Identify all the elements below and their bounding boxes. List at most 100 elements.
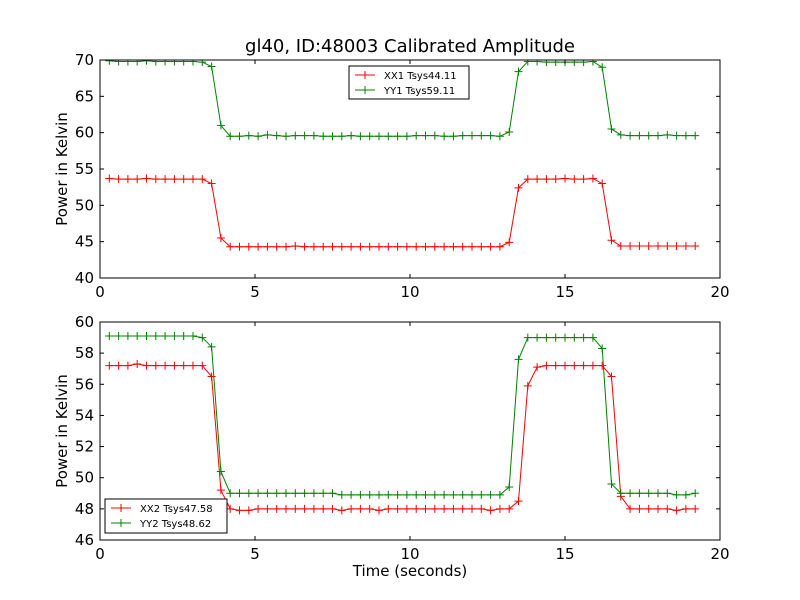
data-point-marker xyxy=(681,504,690,513)
y-tick-label: 65 xyxy=(75,87,94,105)
data-point-marker xyxy=(514,355,523,364)
data-point-marker xyxy=(523,333,532,342)
data-point-marker xyxy=(505,238,514,247)
data-point-marker xyxy=(207,179,216,188)
y-tick-label: 60 xyxy=(75,124,94,142)
data-point-marker xyxy=(179,332,188,341)
data-point-marker xyxy=(579,175,588,184)
data-point-marker xyxy=(440,132,449,141)
data-point-marker xyxy=(272,489,281,498)
data-point-marker xyxy=(402,504,411,513)
data-point-marker xyxy=(319,504,328,513)
x-tick-label: 0 xyxy=(95,283,105,301)
data-point-marker xyxy=(607,236,616,245)
legend-entry-label: XX2 Tsys47.58 xyxy=(140,504,213,515)
data-point-marker xyxy=(282,132,290,141)
data-point-marker xyxy=(226,132,235,141)
data-point-marker xyxy=(477,504,486,513)
legend-entry-label: YY2 Tsys48.62 xyxy=(139,519,211,530)
data-point-marker xyxy=(672,506,681,515)
legend-entry-label: XX1 Tsys44.11 xyxy=(384,71,457,82)
data-point-marker xyxy=(105,174,114,183)
data-point-marker xyxy=(598,344,607,353)
data-point-marker xyxy=(254,504,263,513)
data-point-marker xyxy=(635,489,644,498)
data-point-marker xyxy=(588,361,597,370)
data-point-marker xyxy=(347,131,356,140)
data-point-marker xyxy=(672,242,681,251)
data-point-marker xyxy=(663,489,672,498)
data-point-marker xyxy=(458,131,467,140)
data-point-marker xyxy=(309,242,318,251)
data-point-marker xyxy=(170,175,179,184)
data-point-marker xyxy=(691,489,700,498)
data-point-marker xyxy=(663,242,672,251)
data-point-marker xyxy=(430,490,439,499)
data-point-marker xyxy=(347,242,356,251)
data-point-marker xyxy=(226,489,235,498)
data-point-marker xyxy=(123,175,132,184)
data-point-marker xyxy=(263,504,272,513)
legend-entry-label: YY1 Tsys59.11 xyxy=(383,86,455,97)
x-tick-label: 20 xyxy=(710,545,729,563)
data-point-marker xyxy=(412,242,421,251)
data-point-marker xyxy=(328,504,337,513)
data-point-marker xyxy=(588,333,597,342)
data-point-marker xyxy=(282,242,290,251)
data-point-marker xyxy=(542,333,551,342)
data-point-marker xyxy=(216,234,225,243)
y-tick-label: 70 xyxy=(75,51,94,69)
data-point-marker xyxy=(644,242,653,251)
data-point-marker xyxy=(170,332,179,341)
data-point-marker xyxy=(440,490,449,499)
data-point-marker xyxy=(681,131,690,140)
y-tick-label: 48 xyxy=(75,500,94,518)
series-line xyxy=(109,363,696,511)
data-point-marker xyxy=(607,125,616,134)
data-point-marker xyxy=(505,504,514,513)
data-point-marker xyxy=(551,333,560,342)
data-point-marker xyxy=(356,242,365,251)
data-point-marker xyxy=(365,490,374,499)
y-tick-label: 50 xyxy=(75,469,94,487)
data-point-marker xyxy=(151,361,160,370)
data-point-marker xyxy=(393,242,402,251)
data-point-marker xyxy=(430,131,439,140)
data-point-marker xyxy=(244,506,253,515)
data-point-marker xyxy=(412,131,421,140)
y-tick-label: 45 xyxy=(75,233,94,251)
data-point-marker xyxy=(533,363,542,372)
data-point-marker xyxy=(291,242,300,251)
data-point-marker xyxy=(133,332,142,341)
data-point-marker xyxy=(542,60,551,67)
data-point-marker xyxy=(644,489,653,498)
data-point-marker xyxy=(421,242,430,251)
data-point-marker xyxy=(337,506,346,515)
data-point-marker xyxy=(468,242,476,251)
data-point-marker xyxy=(551,60,560,67)
data-point-marker xyxy=(495,242,504,251)
y-tick-label: 60 xyxy=(75,313,94,331)
data-point-marker xyxy=(161,332,170,341)
data-point-marker xyxy=(254,132,263,141)
data-point-marker xyxy=(133,60,142,66)
data-point-marker xyxy=(616,130,625,139)
series-1 xyxy=(105,360,700,515)
data-point-marker xyxy=(468,131,476,140)
data-point-marker xyxy=(681,242,690,251)
data-point-marker xyxy=(458,504,467,513)
data-point-marker xyxy=(272,242,281,251)
data-point-marker xyxy=(170,60,179,66)
data-point-marker xyxy=(579,60,588,67)
data-point-marker xyxy=(151,60,160,66)
data-point-marker xyxy=(654,489,662,498)
data-point-marker xyxy=(300,489,309,498)
data-point-marker xyxy=(421,131,430,140)
data-point-marker xyxy=(626,242,635,251)
data-point-marker xyxy=(328,489,337,498)
series-2 xyxy=(105,60,700,141)
data-point-marker xyxy=(644,504,653,513)
data-point-marker xyxy=(375,490,383,499)
data-point-marker xyxy=(151,332,160,341)
